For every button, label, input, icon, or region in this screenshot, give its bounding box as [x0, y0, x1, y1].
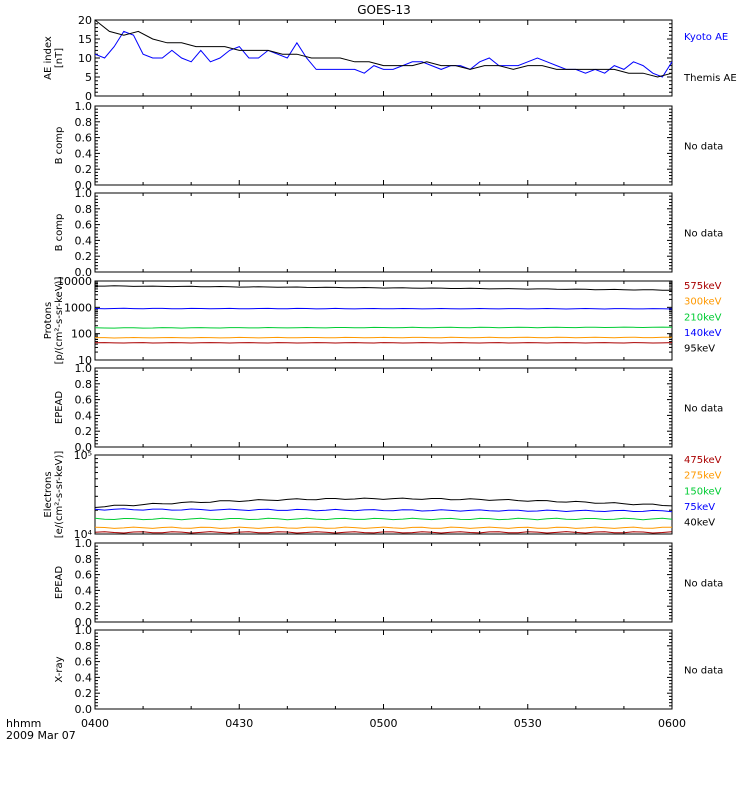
series-line-themis-ae	[95, 20, 672, 77]
series-line-210kev	[95, 327, 672, 328]
panel-frame	[95, 281, 672, 360]
legend-95kev: 95keV	[684, 344, 715, 355]
y-tick-label: 0.4	[75, 234, 93, 247]
no-data-label: No data	[684, 579, 723, 590]
y-tick-label: 0.8	[75, 378, 93, 391]
time-tick-label: 0500	[370, 717, 398, 730]
y-tick-label: 1.0	[75, 187, 93, 200]
panel-electrons: 10⁴10⁵Electrons[e/(cm²-s-sr-keV)]475keV2…	[43, 449, 722, 541]
panel-frame	[95, 193, 672, 272]
no-data-label: No data	[684, 142, 723, 153]
legend-300kev: 300keV	[684, 297, 722, 308]
panel-frame	[95, 106, 672, 185]
y-axis-label: Electrons	[43, 471, 54, 517]
y-tick-label: 0.4	[75, 671, 93, 684]
y-tick-label: 1.0	[75, 362, 93, 375]
series-line-75kev	[95, 509, 672, 512]
time-tick-label: 0600	[658, 717, 686, 730]
y-tick-label: 5	[85, 71, 92, 84]
panel-frame	[95, 455, 672, 534]
y-axis-label: [p/(cm²-s-sr-keV)]	[54, 277, 65, 365]
y-tick-label: 1.0	[75, 100, 93, 113]
footer-date: 2009 Mar 07	[6, 729, 76, 742]
y-tick-label: 0.8	[75, 640, 93, 653]
time-tick-label: 0530	[514, 717, 542, 730]
y-tick-label: 0.4	[75, 147, 93, 160]
panel-frame	[95, 368, 672, 447]
y-tick-label: 0.2	[75, 163, 93, 176]
y-tick-label: 20	[78, 14, 92, 27]
y-tick-label: 0.0	[75, 703, 93, 716]
y-tick-label: 100	[71, 328, 92, 341]
no-data-label: No data	[684, 666, 723, 677]
legend-150kev: 150keV	[684, 486, 722, 497]
panel-protons: 10100100010000Protons[p/(cm²-s-sr-keV)]5…	[43, 275, 722, 367]
legend-575kev: 575keV	[684, 281, 722, 292]
y-tick-label: 0.6	[75, 394, 93, 407]
series-line-275kev	[95, 527, 672, 528]
series-line-150kev	[95, 518, 672, 519]
legend-140kev: 140keV	[684, 328, 722, 339]
y-tick-label: 0.8	[75, 203, 93, 216]
series-line-140kev	[95, 308, 672, 309]
y-tick-label: 0.4	[75, 409, 93, 422]
no-data-label: No data	[684, 229, 723, 240]
y-axis-label: [nT]	[54, 48, 65, 68]
y-tick-label: 1000	[64, 301, 92, 314]
y-axis-label: B comp	[54, 214, 65, 252]
y-axis-label: Protons	[43, 302, 54, 339]
y-tick-label: 15	[78, 33, 92, 46]
legend-40kev: 40keV	[684, 518, 715, 529]
y-axis-label: X-ray	[54, 656, 65, 682]
series-line-95kev	[95, 286, 672, 291]
y-tick-label: 0.8	[75, 116, 93, 129]
y-tick-label: 0.6	[75, 132, 93, 145]
no-data-label: No data	[684, 404, 723, 415]
panel-xray: 0.0 0.2 0.4 0.6 0.8 1.0 X-ray No data	[54, 624, 723, 716]
legend-themis-ae: Themis AE	[683, 73, 737, 84]
series-line-40kev	[95, 498, 672, 507]
legend-kyoto-ae: Kyoto AE	[684, 32, 728, 43]
time-tick-label: 0430	[225, 717, 253, 730]
y-axis-label: EPEAD	[54, 391, 65, 425]
series-line-kyoto-ae	[95, 31, 672, 77]
y-tick-label: 0.8	[75, 553, 93, 566]
y-axis-label: [e/(cm²-s-sr-keV)]	[54, 451, 65, 539]
panel-frame	[95, 630, 672, 709]
y-tick-label: 0.6	[75, 656, 93, 669]
y-tick-label: 0.6	[75, 569, 93, 582]
legend-275kev: 275keV	[684, 471, 722, 482]
y-tick-label: 0.2	[75, 600, 93, 613]
y-tick-label: 0.4	[75, 584, 93, 597]
y-axis-label: EPEAD	[54, 566, 65, 600]
y-axis-label: AE index	[43, 36, 54, 80]
series-line-300kev	[95, 337, 672, 338]
time-axis: 0400 0430 0500 0530 0600	[81, 717, 686, 730]
y-axis-label: B comp	[54, 127, 65, 165]
y-tick-label: 10⁵	[74, 449, 92, 462]
y-tick-label: 1.0	[75, 537, 93, 550]
y-tick-label: 10	[78, 52, 92, 65]
legend-475kev: 475keV	[684, 455, 722, 466]
y-tick-label: 0.2	[75, 250, 93, 263]
panel-frame	[95, 543, 672, 622]
y-tick-label: 0.2	[75, 687, 93, 700]
y-tick-label: 1.0	[75, 624, 93, 637]
time-tick-label: 0400	[81, 717, 109, 730]
y-tick-label: 0.2	[75, 425, 93, 438]
legend-75kev: 75keV	[684, 502, 715, 513]
plot-title: GOES-13	[357, 3, 411, 17]
y-tick-label: 0.6	[75, 219, 93, 232]
legend-210kev: 210keV	[684, 312, 722, 323]
